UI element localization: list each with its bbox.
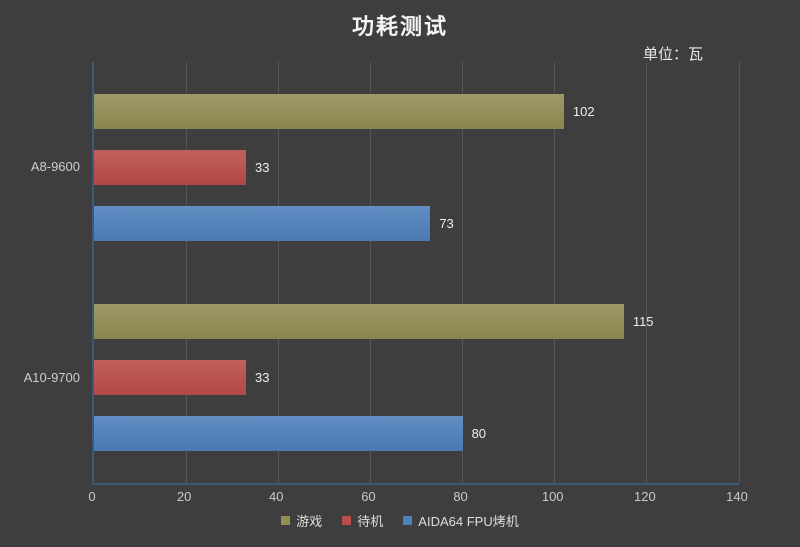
x-tick-0: 0 xyxy=(88,489,96,504)
legend-swatch-游戏 xyxy=(281,516,291,525)
value-label-A8-9600-游戏: 102 xyxy=(572,103,595,119)
legend-swatch-待机 xyxy=(342,516,352,525)
legend-label-AIDA64 FPU烤机: AIDA64 FPU烤机 xyxy=(418,514,519,529)
value-label-A10-9700-游戏: 115 xyxy=(632,314,654,330)
x-tick-20: 20 xyxy=(176,489,192,504)
x-tick-60: 60 xyxy=(361,489,376,504)
legend: 游戏 待机 AIDA64 FPU烤机 xyxy=(0,511,800,530)
unit-label: 单位：瓦 xyxy=(642,46,703,63)
value-label-A10-9700-待机: 33 xyxy=(255,370,270,386)
plot-area: 102 33 73 115 33 80 xyxy=(92,62,740,485)
value-label-A8-9600-待机: 33 xyxy=(255,159,270,175)
bar-A8-9600-待机 xyxy=(94,149,247,185)
gridline-40 xyxy=(277,62,279,483)
category-label-A8-9600: A8-9600 xyxy=(30,159,80,175)
legend-label-游戏: 游戏 xyxy=(296,514,323,529)
category-label-A10-9700: A10-9700 xyxy=(23,369,80,385)
bar-A8-9600-AIDA64 FPU烤机 xyxy=(94,205,431,241)
gridline-20 xyxy=(185,62,187,483)
x-tick-100: 100 xyxy=(541,489,564,504)
x-tick-40: 40 xyxy=(269,489,284,504)
legend-item-AIDA64 FPU烤机: AIDA64 FPU烤机 xyxy=(403,511,519,530)
x-tick-140: 140 xyxy=(726,489,748,504)
bar-A10-9700-AIDA64 FPU烤机 xyxy=(94,416,463,452)
x-tick-80: 80 xyxy=(453,489,468,504)
chart-title: 功耗测试 xyxy=(351,14,448,39)
gridline-120 xyxy=(646,62,648,483)
legend-item-游戏: 游戏 xyxy=(281,511,322,530)
gridline-140 xyxy=(738,62,740,483)
x-tick-120: 120 xyxy=(633,489,656,504)
bar-A10-9700-游戏 xyxy=(94,304,624,340)
value-label-A10-9700-AIDA64 FPU烤机: 80 xyxy=(471,426,487,442)
gridline-60 xyxy=(369,62,371,483)
value-label-A8-9600-AIDA64 FPU烤机: 73 xyxy=(439,215,454,231)
bar-A10-9700-待机 xyxy=(94,360,247,396)
legend-label-待机: 待机 xyxy=(357,514,384,529)
bar-A8-9600-游戏 xyxy=(94,93,564,129)
legend-item-待机: 待机 xyxy=(342,511,383,530)
gridline-100 xyxy=(554,62,556,483)
legend-swatch-AIDA64 FPU烤机 xyxy=(403,516,413,525)
gridline-80 xyxy=(462,62,464,483)
